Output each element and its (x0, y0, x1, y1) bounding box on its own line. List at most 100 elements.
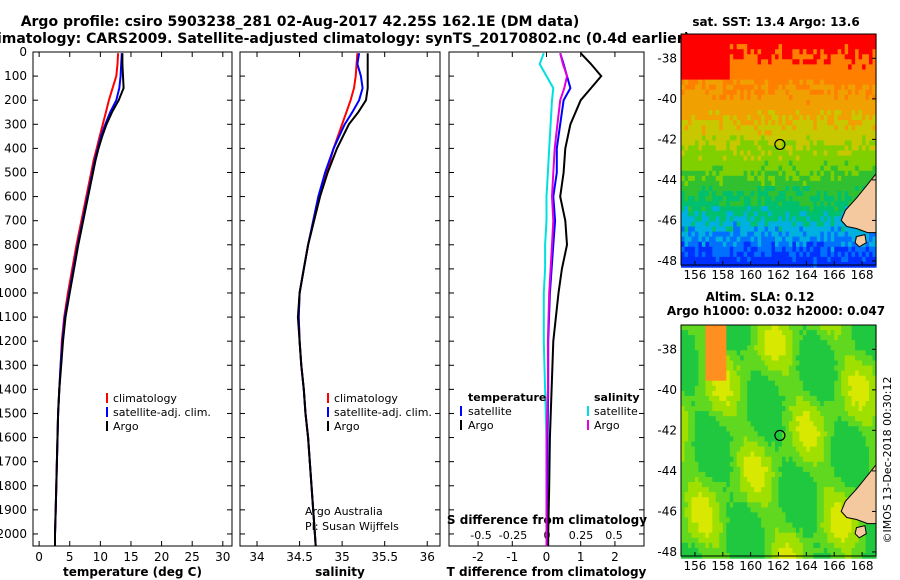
map-cell (782, 487, 787, 493)
map-cell (869, 59, 874, 65)
map-cell (698, 206, 703, 212)
map-cell (782, 355, 787, 362)
map-cell (757, 206, 762, 212)
map-cell (834, 49, 839, 55)
map-cell (757, 497, 762, 503)
x-tick-label: 35.5 (371, 550, 398, 564)
map-cell (771, 110, 776, 116)
map-cell (841, 165, 846, 172)
map-cell (862, 64, 867, 71)
map-cell (761, 150, 766, 157)
map-cell (747, 375, 752, 382)
difference-series-3 (545, 52, 569, 546)
map-cell (691, 416, 696, 422)
map-cell (855, 340, 860, 346)
map-cell (750, 125, 755, 131)
map-cell (715, 165, 720, 172)
map-cell (719, 79, 724, 86)
map-cell (750, 512, 755, 519)
map-cell (698, 69, 703, 76)
map-cell (809, 99, 814, 106)
map-cell (757, 170, 762, 177)
map-cell (757, 64, 762, 71)
map-cell (771, 170, 776, 177)
map-cell (715, 492, 720, 498)
map-cell (747, 175, 752, 182)
map-cell (681, 482, 686, 488)
map-cell (681, 246, 686, 253)
map-cell (715, 370, 720, 377)
map-cell (722, 110, 727, 116)
map-cell (872, 401, 877, 407)
map-cell (761, 411, 766, 417)
map-cell (698, 94, 703, 101)
map-cell (775, 39, 780, 45)
difference-xlabel: T difference from climatology (447, 565, 647, 579)
map-cell (799, 125, 804, 131)
map-cell (712, 99, 717, 106)
map-cell (851, 236, 856, 243)
map-cell (869, 165, 874, 172)
map-cell (837, 401, 842, 407)
map-cell (698, 216, 703, 223)
map-cell (827, 390, 832, 397)
map-cell (799, 380, 804, 387)
map-cell (855, 411, 860, 417)
map-cell (761, 325, 766, 331)
map-cell (837, 155, 842, 162)
map-cell (830, 385, 835, 392)
map-cell (740, 110, 745, 116)
map-cell (698, 34, 703, 40)
map-cell (795, 375, 800, 382)
map-cell (844, 180, 849, 187)
map-cell (844, 201, 849, 207)
map-cell (757, 256, 762, 263)
map-cell (768, 110, 773, 116)
map-cell (809, 221, 814, 228)
map-cell (799, 34, 804, 40)
map-cell (684, 456, 689, 463)
map-cell (799, 340, 804, 346)
map-cell (782, 325, 787, 331)
map-cell (806, 401, 811, 407)
map-cell (844, 340, 849, 346)
map-cell (694, 416, 699, 422)
map-cell (830, 477, 835, 483)
map-cell (688, 49, 693, 55)
map-cell (729, 340, 734, 346)
map-cell (729, 180, 734, 187)
map-cell (848, 115, 853, 121)
map-cell (782, 441, 787, 448)
map-cell (782, 345, 787, 351)
map-cell (782, 130, 787, 136)
map-cell (701, 216, 706, 223)
map-cell (705, 385, 710, 392)
map-cell (701, 44, 706, 50)
map-cell (764, 487, 769, 493)
map-cell (823, 206, 828, 212)
map-cell (851, 406, 856, 412)
map-cell (743, 482, 748, 488)
map-cell (743, 487, 748, 493)
map-cell (743, 416, 748, 422)
map-cell (792, 421, 797, 427)
map-cell (858, 370, 863, 377)
map-cell (698, 325, 703, 331)
map-cell (820, 175, 825, 182)
map-cell (872, 446, 877, 453)
map-cell (743, 466, 748, 473)
map-cell (809, 471, 814, 478)
map-cell (785, 512, 790, 519)
map-cell (782, 145, 787, 152)
map-cell (841, 477, 846, 483)
map-cell (820, 44, 825, 50)
map-cell (862, 99, 867, 106)
map-cell (837, 160, 842, 167)
map-cell (830, 350, 835, 356)
map-cell (771, 74, 776, 81)
map-cell (869, 380, 874, 387)
map-cell (855, 436, 860, 443)
map-cell (869, 155, 874, 162)
map-cell (740, 196, 745, 202)
map-cell (726, 170, 731, 177)
